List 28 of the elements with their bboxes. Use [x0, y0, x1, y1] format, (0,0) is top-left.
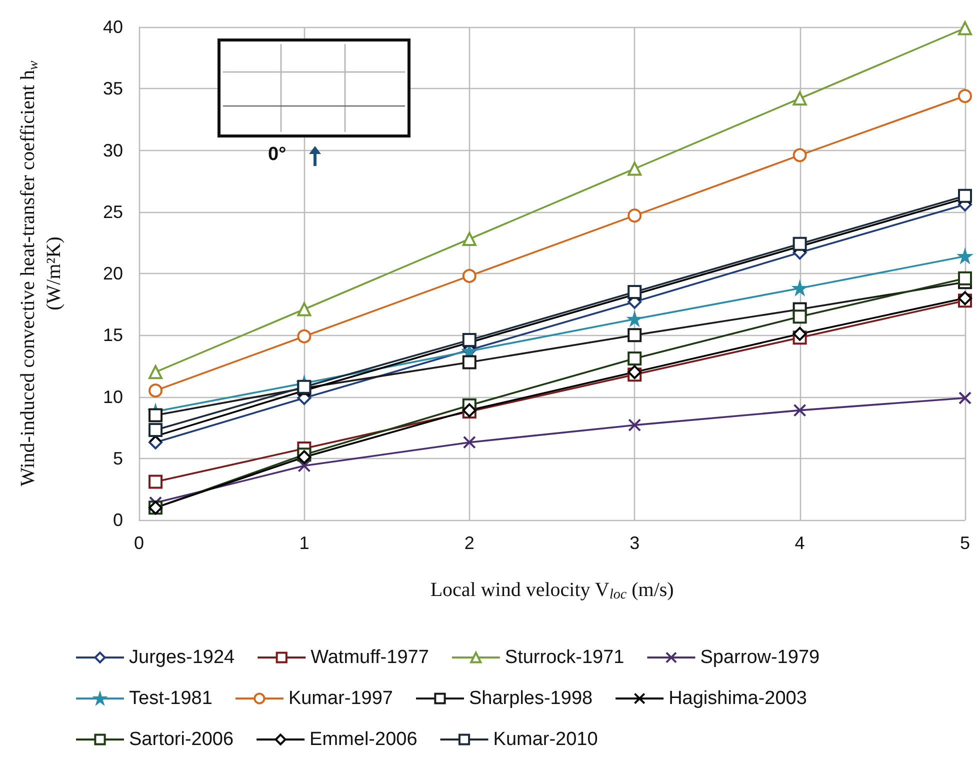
legend-label: Sparrow-1979 [700, 647, 820, 668]
legend-label: Emmel-2006 [310, 729, 418, 750]
x-tick-label: 2 [464, 533, 474, 553]
y-tick-label: 10 [102, 386, 123, 407]
y-tick-label: 25 [102, 202, 123, 222]
x-tick-label: 0 [134, 533, 144, 553]
y-tick-label: 40 [102, 17, 123, 37]
y-tick-label: 15 [102, 325, 123, 346]
legend-label: Watmuff-1977 [310, 647, 429, 668]
legend-label: Sturrock-1971 [504, 647, 624, 668]
legend-label: Kumar-1997 [288, 688, 394, 709]
legend-label: Hagishima-2003 [668, 688, 807, 709]
legend-label: Sharples-1998 [468, 688, 593, 709]
annotation: 0° [268, 144, 286, 166]
y-tick-label: 35 [102, 78, 123, 99]
x-tick-label: 1 [299, 533, 310, 553]
x-tick-label: 3 [630, 533, 640, 553]
y-tick-label: 0 [112, 510, 123, 530]
legend-label: Sartori-2006 [129, 729, 234, 750]
legend-label: Test-1981 [129, 688, 212, 709]
y-tick-label: 20 [102, 264, 123, 284]
legend-label: Jurges-1924 [129, 647, 236, 668]
text: Wind-induced convective heat-transfer coefficient hw (W/m²K) [17, 60, 65, 486]
legend-label: Kumar-2010 [493, 729, 598, 750]
x-tick-label: 4 [794, 533, 805, 553]
y-tick-label: 5 [112, 448, 123, 468]
y-tick-label: 30 [102, 140, 123, 160]
x-tick-label: 5 [960, 533, 970, 553]
